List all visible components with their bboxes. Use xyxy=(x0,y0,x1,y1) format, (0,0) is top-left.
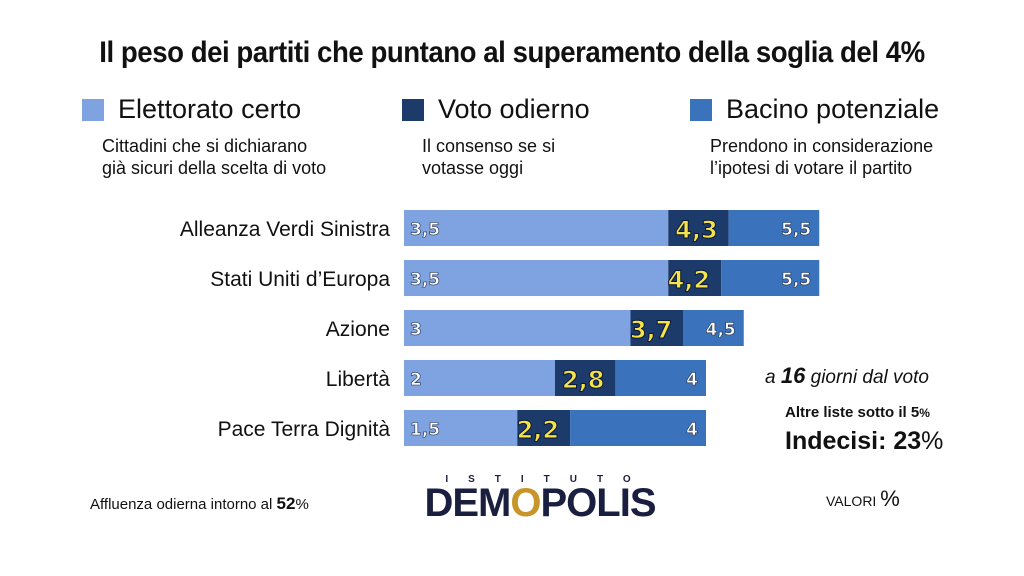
legend-desc-certo: Cittadini che si dichiarano già sicuri d… xyxy=(102,136,327,178)
legend-desc-odierno: Il consenso se si votasse oggi xyxy=(422,136,556,178)
data-label-certo: 2 xyxy=(410,370,422,390)
values-note: VALORI % xyxy=(826,486,900,511)
category-label: Stati Uniti d’Europa xyxy=(210,268,390,291)
bar-certo xyxy=(404,410,518,446)
data-label-odierno: 3,7 xyxy=(630,316,673,344)
legend-certo: Elettorato certo Cittadini che si dichia… xyxy=(82,94,326,179)
category-label: Alleanza Verdi Sinistra xyxy=(180,218,390,241)
bar-odierno xyxy=(630,310,684,346)
legend-swatch-certo xyxy=(82,98,104,121)
legend-bacino: Bacino potenziale Prendono in consideraz… xyxy=(690,94,939,179)
bar-odierno xyxy=(668,260,722,296)
category-label: Pace Terra Dignità xyxy=(218,418,391,441)
bar-certo xyxy=(404,210,669,246)
other-lists-note: Altre liste sotto il 5% xyxy=(785,404,930,421)
data-label-odierno: 2,8 xyxy=(562,366,605,394)
bar-bacino xyxy=(570,410,706,446)
legend-swatch-bacino xyxy=(690,98,712,121)
data-label-bacino: 4,5 xyxy=(706,320,736,340)
bar-certo xyxy=(404,260,669,296)
undecided-note: Indecisi: 23% xyxy=(785,427,944,455)
data-label-bacino: 5,5 xyxy=(781,220,811,240)
data-label-odierno: 2,2 xyxy=(517,416,560,444)
legend-desc-bacino: Prendono in considerazione l’ipotesi di … xyxy=(710,136,934,178)
legend-label-certo: Elettorato certo xyxy=(118,94,302,124)
legend-odierno: Voto odierno Il consenso se si votasse o… xyxy=(402,94,590,179)
category-label: Libertà xyxy=(326,368,391,391)
legend-swatch-odierno xyxy=(402,98,424,121)
category-label: Azione xyxy=(326,318,390,341)
data-label-certo: 3,5 xyxy=(410,270,440,290)
bar-bacino xyxy=(683,310,744,346)
bar-bacino xyxy=(721,260,820,296)
bar-odierno xyxy=(668,210,729,246)
bar-bacino xyxy=(728,210,820,246)
chart-title: Il peso dei partiti che puntano al super… xyxy=(99,36,925,69)
data-label-certo: 3,5 xyxy=(410,220,440,240)
logo-subtitle: ISTITUTO xyxy=(445,474,651,485)
bar-certo xyxy=(404,310,631,346)
demopolis-logo: ISTITUTO DEMOPOLIS xyxy=(395,474,685,525)
turnout-note: Affluenza odierna intorno al 52% xyxy=(90,494,309,513)
data-label-certo: 3 xyxy=(410,320,422,340)
bar-odierno xyxy=(517,410,571,446)
data-label-bacino: 4 xyxy=(686,370,698,390)
logo-wordmark: DEMOPOLIS xyxy=(424,481,656,525)
legend-label-odierno: Voto odierno xyxy=(438,94,590,124)
data-label-odierno: 4,3 xyxy=(675,216,718,244)
days-note: a 16 giorni dal voto xyxy=(765,363,929,388)
data-label-certo: 1,5 xyxy=(410,420,440,440)
data-label-odierno: 4,2 xyxy=(668,266,711,294)
data-label-bacino: 4 xyxy=(686,420,698,440)
data-label-bacino: 5,5 xyxy=(781,270,811,290)
bar-odierno xyxy=(555,360,616,396)
legend-label-bacino: Bacino potenziale xyxy=(726,94,940,124)
bar-bacino xyxy=(615,360,706,396)
bar-certo xyxy=(404,360,555,396)
